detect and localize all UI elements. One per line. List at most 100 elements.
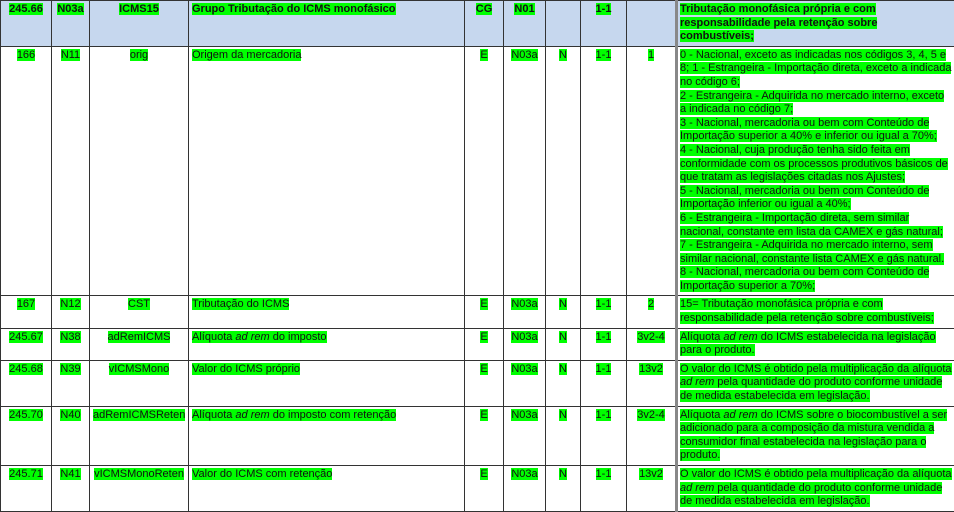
cell-parent-text: N03a	[511, 298, 537, 310]
cell-type-text: N	[559, 409, 567, 421]
cell-id: 245.67	[1, 328, 52, 360]
cell-description: Alíquota ad rem do imposto	[189, 328, 465, 360]
cell-size: 13v2	[627, 466, 677, 512]
cell-occ: 1-1	[581, 296, 627, 328]
cell-code-text: N11	[61, 49, 80, 61]
cell-id-text: 245.70	[9, 409, 43, 421]
cell-code: N38	[52, 328, 90, 360]
cell-ele-text: E	[480, 298, 487, 310]
cell-ele-text: E	[480, 409, 487, 421]
cell-notes-text: pela quantidade do produto conforme unid…	[680, 482, 942, 508]
notes-item: 8 - Nacional, mercadoria ou bem com Cont…	[680, 266, 953, 293]
cell-notes-text: ad rem	[723, 331, 757, 343]
cell-size-text: 3v2-4	[637, 331, 665, 343]
header-ele: CG	[465, 1, 504, 47]
header-description: Grupo Tributação do ICMS monofásico	[189, 1, 465, 47]
notes-item-text: 5 - Nacional, mercadoria ou bem com Cont…	[680, 185, 929, 211]
notes-item-text: 6 - Estrangeira - Importação direta, sem…	[680, 212, 943, 238]
cell-code-text: N39	[60, 363, 80, 375]
cell-id-text: 245.67	[9, 331, 43, 343]
notes-item-text: 3 - Nacional, mercadoria ou bem com Cont…	[680, 117, 937, 143]
header-notes-text: Tributação monofásica própria e com resp…	[680, 3, 877, 42]
cell-code: N39	[52, 360, 90, 406]
cell-code: N40	[52, 406, 90, 465]
cell-occ: 1-1	[581, 46, 627, 296]
cell-description: Alíquota ad rem do imposto com retenção	[189, 406, 465, 465]
cell-description: Valor do ICMS com retenção	[189, 466, 465, 512]
cell-parent: N03a	[504, 296, 546, 328]
notes-item: 3 - Nacional, mercadoria ou bem com Cont…	[680, 117, 953, 144]
cell-size-text: 13v2	[639, 468, 663, 480]
cell-ele-text: E	[480, 363, 487, 375]
cell-id-text: 245.71	[9, 468, 43, 480]
cell-field-text: vICMSMonoReten	[94, 468, 184, 480]
cell-occ-text: 1-1	[596, 298, 612, 310]
cell-ele-text: E	[480, 49, 487, 61]
cell-description-text: Valor do ICMS com retenção	[192, 468, 332, 480]
cell-description-text: Tributação do ICMS	[192, 298, 289, 310]
cell-occ: 1-1	[581, 406, 627, 465]
cell-notes-text: ad rem	[680, 376, 714, 388]
cell-notes-text: ad rem	[680, 482, 714, 494]
cell-occ-text: 1-1	[596, 331, 612, 343]
cell-id: 245.70	[1, 406, 52, 465]
header-size	[627, 1, 677, 47]
cell-notes: O valor do ICMS é obtido pela multiplica…	[677, 360, 954, 406]
cell-ele: E	[465, 360, 504, 406]
cell-occ-text: 1-1	[596, 409, 612, 421]
cell-type: N	[546, 328, 581, 360]
cell-type-text: N	[559, 49, 567, 61]
table-header-row: 245.66 N03a ICMS15 Grupo Tributação do I…	[1, 1, 954, 47]
cell-occ-text: 1-1	[596, 468, 612, 480]
cell-parent: N03a	[504, 406, 546, 465]
cell-size: 1	[627, 46, 677, 296]
cell-ele: E	[465, 328, 504, 360]
table-row: 245.68 N39 vICMSMono Valor do ICMS próprio E…	[1, 360, 954, 406]
cell-parent: N03a	[504, 46, 546, 296]
header-parent-text: N01	[514, 3, 534, 15]
table-row: 245.71 N41 vICMSMonoReten Valor do ICMS com…	[1, 466, 954, 512]
cell-notes: 0 - Nacional, exceto as indicadas nos có…	[677, 46, 954, 296]
cell-code-text: N38	[60, 331, 80, 343]
cell-ele: E	[465, 46, 504, 296]
cell-ele: E	[465, 406, 504, 465]
cell-occ: 1-1	[581, 328, 627, 360]
cell-field: adRemICMS	[90, 328, 189, 360]
cell-description: Valor do ICMS próprio	[189, 360, 465, 406]
cell-size-text: 1	[648, 49, 654, 61]
cell-code-text: N40	[60, 409, 80, 421]
notes-item-text: 8 - Nacional, mercadoria ou bem com Cont…	[680, 266, 929, 292]
cell-field-text: vICMSMono	[109, 363, 170, 375]
header-notes: Tributação monofásica própria e com resp…	[677, 1, 954, 47]
header-type	[546, 1, 581, 47]
notes-item: 6 - Estrangeira - Importação direta, sem…	[680, 212, 953, 239]
cell-type-text: N	[559, 298, 567, 310]
header-code-text: N03a	[57, 3, 83, 15]
cell-id-text: 166	[17, 49, 35, 61]
cell-notes: O valor do ICMS é obtido pela multiplica…	[677, 466, 954, 512]
cell-code: N41	[52, 466, 90, 512]
cell-id-text: 245.68	[9, 363, 43, 375]
cell-notes-text: 15= Tributação monofásica própria e com …	[680, 298, 934, 324]
cell-ele: E	[465, 466, 504, 512]
cell-occ: 1-1	[581, 360, 627, 406]
cell-notes-text: Alíquota	[680, 331, 723, 343]
cell-type: N	[546, 296, 581, 328]
cell-parent-text: N03a	[511, 49, 537, 61]
header-field-text: ICMS15	[119, 3, 159, 15]
cell-occ-text: 1-1	[596, 363, 612, 375]
cell-ele-text: E	[480, 331, 487, 343]
notes-item-text: 2 - Estrangeira - Adquirida no mercado i…	[680, 90, 944, 116]
cell-description: Origem da mercadoria	[189, 46, 465, 296]
cell-notes: Alíquota ad rem do ICMS sobre o biocombu…	[677, 406, 954, 465]
cell-parent: N03a	[504, 360, 546, 406]
cell-code-text: N41	[60, 468, 80, 480]
cell-size-text: 2	[648, 298, 654, 310]
cell-description-text: ad rem	[235, 331, 269, 343]
notes-item-text: 0 - Nacional, exceto as indicadas nos có…	[680, 49, 951, 88]
